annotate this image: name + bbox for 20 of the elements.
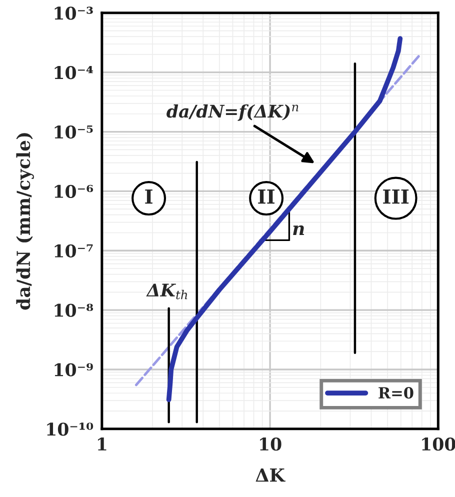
annotation: III — [383, 189, 409, 204]
y-axis-title: da/dN (mm/cycle) — [16, 133, 34, 310]
annotation: I — [145, 189, 152, 204]
x-tick-label: 100 — [422, 438, 455, 451]
annotation: II — [258, 189, 274, 204]
y-tick-label: 10⁻⁶ — [54, 184, 94, 198]
y-tick-label: 10⁻³ — [54, 6, 93, 20]
y-tick-label: 10⁻⁹ — [54, 363, 93, 376]
x-tick-label: 1 — [98, 438, 106, 450]
legend-label: R=0 — [378, 387, 414, 399]
y-tick-label: 10⁻¹⁰ — [47, 422, 94, 436]
annotation: n — [293, 225, 304, 236]
y-tick-label: 10⁻⁵ — [54, 125, 93, 139]
y-tick-label: 10⁻⁴ — [54, 66, 93, 80]
x-axis-title: ΔK — [256, 468, 286, 482]
x-tick-label: 10 — [260, 438, 282, 451]
annotation: da/dN=f(ΔK)$^{n}$ — [166, 104, 298, 121]
y-tick-label: 10⁻⁷ — [54, 244, 93, 258]
y-tick-label: 10⁻⁸ — [54, 304, 94, 317]
annotation: ΔK$_{th}$ — [146, 284, 188, 300]
